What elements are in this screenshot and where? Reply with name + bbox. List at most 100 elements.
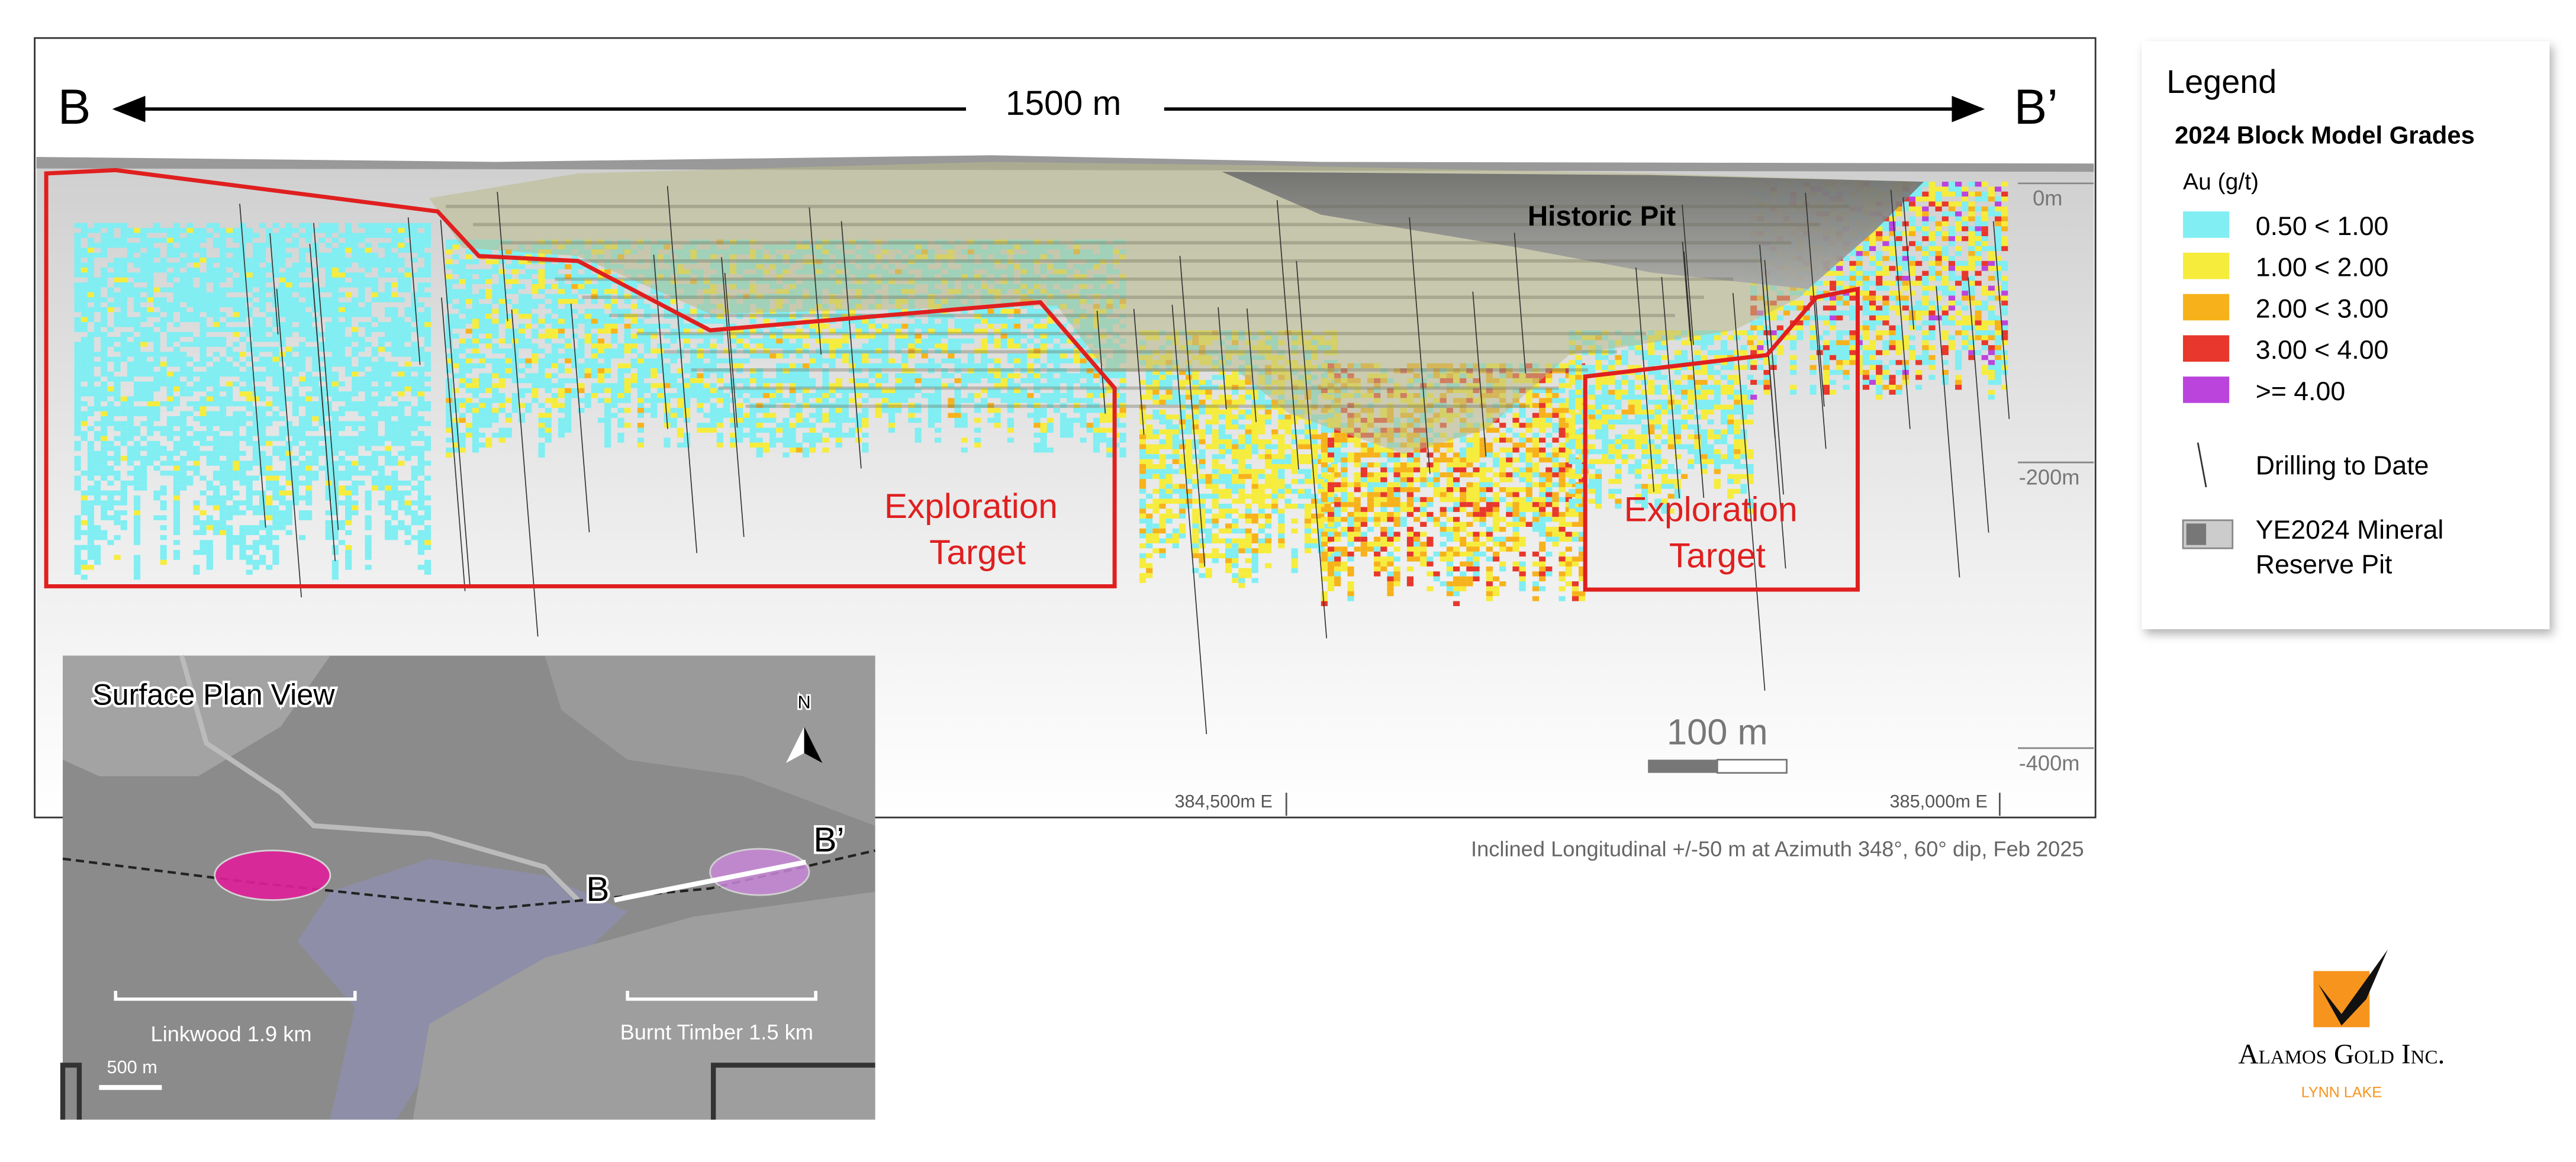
block: [1053, 393, 1061, 398]
block: [424, 228, 432, 233]
block: [518, 417, 526, 423]
block: [318, 411, 326, 417]
block: [160, 297, 167, 302]
block: [259, 297, 266, 302]
block: [325, 233, 332, 238]
block: [551, 353, 558, 359]
block: [325, 495, 332, 501]
block: [1000, 378, 1007, 384]
block: [220, 337, 227, 342]
block: [107, 406, 114, 411]
block: [417, 268, 424, 273]
block: [730, 358, 737, 363]
block: [716, 373, 723, 378]
block: [862, 448, 869, 453]
block: [331, 381, 339, 387]
block: [94, 282, 101, 288]
block: [199, 416, 207, 421]
block: [994, 388, 1001, 394]
block: [193, 406, 200, 411]
block: [769, 329, 777, 334]
block: [967, 393, 974, 398]
block: [1060, 348, 1067, 354]
block: [239, 386, 246, 392]
block: [736, 363, 743, 369]
block: [259, 257, 266, 263]
block: [252, 262, 259, 268]
block: [233, 312, 240, 317]
block: [683, 408, 691, 413]
block: [331, 268, 339, 273]
block: [1067, 348, 1074, 354]
block: [472, 294, 479, 300]
block: [657, 353, 664, 359]
block: [465, 408, 472, 413]
block: [74, 525, 81, 530]
block: [338, 436, 346, 441]
block: [783, 338, 790, 344]
block: [292, 465, 299, 471]
block: [411, 450, 418, 456]
block: [664, 398, 671, 403]
block: [292, 282, 299, 288]
block: [783, 343, 790, 349]
block: [259, 431, 266, 436]
block: [140, 391, 147, 397]
block: [532, 259, 539, 265]
block: [908, 388, 915, 394]
block: [133, 495, 141, 501]
block: [452, 437, 459, 443]
block: [101, 510, 108, 516]
block: [862, 378, 869, 384]
block: [338, 282, 346, 288]
block: [855, 333, 862, 339]
block: [252, 302, 259, 307]
block: [743, 358, 750, 363]
block: [670, 314, 677, 319]
block: [690, 383, 697, 388]
block: [186, 237, 194, 243]
block: [908, 383, 915, 388]
block: [578, 338, 585, 344]
block: [749, 417, 756, 423]
block: [651, 358, 658, 363]
block: [417, 312, 424, 317]
block: [459, 417, 466, 423]
block: [239, 247, 246, 253]
block: [816, 408, 823, 413]
block: [446, 264, 453, 269]
block: [101, 465, 108, 471]
block: [80, 346, 88, 352]
block: [285, 396, 292, 401]
block: [385, 411, 392, 417]
block: [385, 525, 392, 530]
block: [74, 446, 81, 451]
block: [716, 423, 723, 428]
block: [107, 356, 114, 362]
block: [532, 348, 539, 354]
block: [928, 378, 935, 384]
block: [199, 525, 207, 530]
block: [101, 233, 108, 238]
block: [212, 530, 220, 535]
block: [331, 440, 339, 446]
block: [199, 282, 207, 288]
block: [928, 318, 935, 324]
block: [637, 363, 644, 369]
block: [173, 386, 181, 392]
block: [551, 318, 558, 324]
block: [683, 378, 691, 384]
block: [331, 386, 339, 392]
block: [101, 461, 108, 466]
block: [305, 376, 313, 382]
block: [325, 485, 332, 491]
block: [74, 362, 81, 367]
block: [358, 342, 365, 347]
block: [173, 307, 181, 313]
block: [835, 338, 842, 344]
block: [186, 411, 194, 417]
block: [756, 353, 763, 359]
block: [545, 333, 552, 339]
block: [994, 318, 1001, 324]
block: [1033, 308, 1041, 314]
